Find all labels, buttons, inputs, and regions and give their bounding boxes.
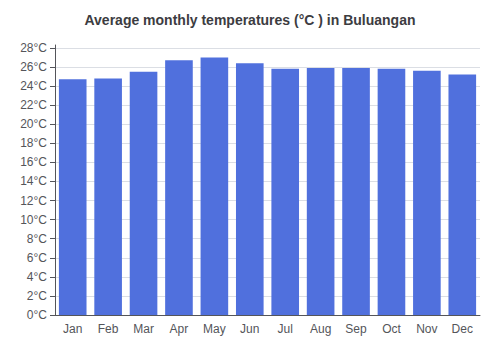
svg-text:20°C: 20°C [20, 117, 47, 131]
svg-text:14°C: 14°C [20, 174, 47, 188]
svg-text:6°C: 6°C [27, 251, 47, 265]
svg-text:8°C: 8°C [27, 232, 47, 246]
svg-text:24°C: 24°C [20, 79, 47, 93]
svg-text:Aug: Aug [310, 322, 331, 336]
svg-text:18°C: 18°C [20, 136, 47, 150]
svg-text:Jan: Jan [63, 322, 82, 336]
svg-text:12°C: 12°C [20, 194, 47, 208]
svg-text:Jun: Jun [240, 322, 259, 336]
svg-text:Mar: Mar [133, 322, 154, 336]
svg-text:Apr: Apr [170, 322, 189, 336]
svg-text:2°C: 2°C [27, 289, 47, 303]
svg-text:22°C: 22°C [20, 98, 47, 112]
svg-text:Jul: Jul [278, 322, 293, 336]
svg-text:28°C: 28°C [20, 41, 47, 55]
svg-text:4°C: 4°C [27, 270, 47, 284]
svg-text:16°C: 16°C [20, 155, 47, 169]
svg-text:Feb: Feb [98, 322, 119, 336]
svg-text:May: May [203, 322, 226, 336]
svg-text:0°C: 0°C [27, 308, 47, 322]
svg-text:Sep: Sep [345, 322, 367, 336]
svg-text:Nov: Nov [416, 322, 437, 336]
svg-text:26°C: 26°C [20, 60, 47, 74]
svg-text:Average monthly temperatures (: Average monthly temperatures (°C ) in Bu… [84, 12, 415, 28]
svg-text:Oct: Oct [382, 322, 401, 336]
svg-text:Dec: Dec [452, 322, 473, 336]
svg-text:10°C: 10°C [20, 213, 47, 227]
